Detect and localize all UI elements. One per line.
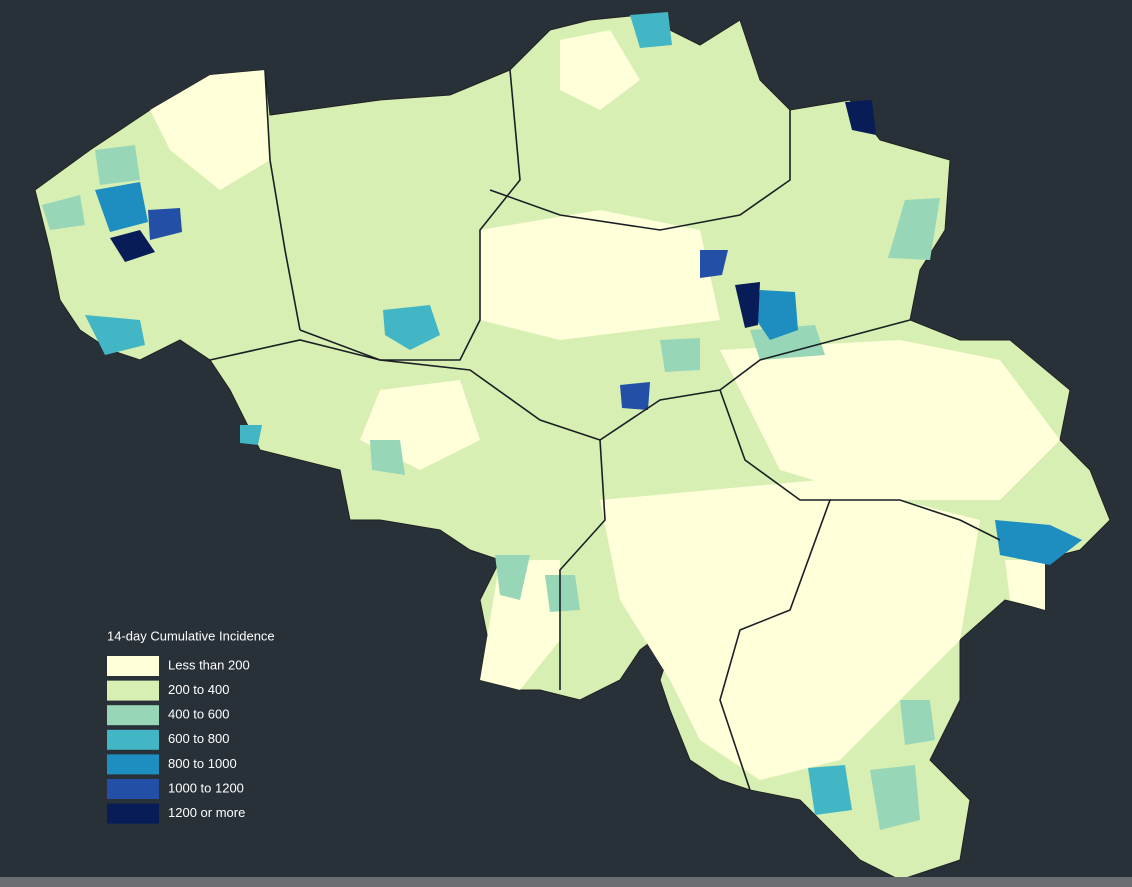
region — [630, 12, 672, 48]
legend-swatch — [107, 705, 159, 726]
region — [495, 555, 530, 600]
region — [995, 520, 1082, 565]
legend-label: 800 to 1000 — [168, 756, 237, 771]
legend-swatch — [107, 656, 159, 676]
region — [808, 765, 852, 815]
region — [383, 305, 440, 350]
legend-title: 14-day Cumulative Incidence — [107, 628, 275, 643]
scrollbar — [0, 877, 1132, 887]
region — [700, 250, 728, 278]
region — [845, 100, 876, 135]
high-areas — [42, 12, 1082, 830]
legend-label: Less than 200 — [168, 657, 250, 672]
region — [870, 765, 920, 830]
region — [545, 575, 580, 612]
region — [42, 195, 85, 230]
region — [735, 282, 760, 328]
region — [560, 30, 640, 110]
region — [370, 440, 405, 475]
region — [95, 145, 140, 185]
region — [150, 70, 270, 190]
region — [85, 315, 145, 355]
legend-swatch — [107, 754, 159, 775]
region — [755, 290, 798, 340]
region — [480, 210, 720, 340]
region — [900, 700, 935, 745]
province-borders — [209, 69, 1001, 791]
region — [240, 425, 262, 445]
legend-swatch — [107, 729, 159, 750]
border — [209, 319, 911, 441]
border — [264, 69, 301, 331]
legend-swatch — [107, 680, 159, 701]
legend-swatch — [107, 779, 159, 799]
region — [620, 382, 650, 410]
border — [489, 110, 791, 231]
legend: 14-day Cumulative Incidence Less than 20… — [107, 628, 275, 824]
border — [830, 499, 1001, 541]
legend-label: 400 to 600 — [168, 707, 229, 722]
region — [600, 480, 980, 780]
border — [719, 389, 832, 791]
region — [660, 338, 700, 372]
legend-label: 600 to 800 — [168, 731, 229, 746]
border — [559, 439, 606, 690]
region — [148, 208, 182, 240]
legend-label: 200 to 400 — [168, 682, 229, 697]
region — [95, 182, 148, 232]
region — [888, 198, 940, 260]
region — [720, 340, 1060, 500]
legend-swatch — [107, 803, 159, 824]
region — [1005, 560, 1045, 610]
legend-label: 1000 to 1200 — [168, 780, 244, 795]
region — [110, 230, 155, 262]
legend-label: 1200 or more — [168, 805, 245, 820]
